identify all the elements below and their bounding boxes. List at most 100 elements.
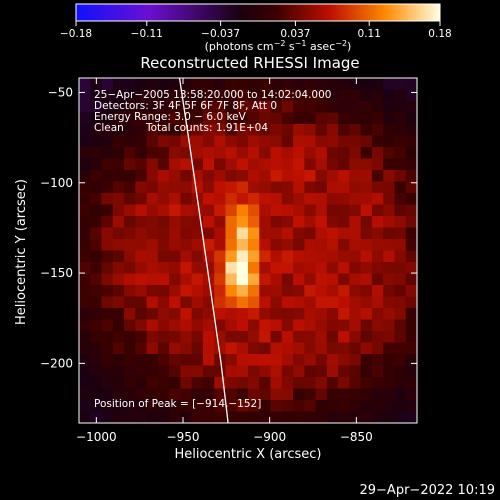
heatmap-cell bbox=[135, 204, 148, 217]
heatmap-cell bbox=[315, 78, 328, 91]
heatmap-cell bbox=[79, 273, 91, 286]
heatmap-cell bbox=[394, 227, 407, 240]
heatmap-cell bbox=[90, 250, 103, 263]
heatmap-cell bbox=[169, 285, 181, 298]
heatmap-cell bbox=[360, 147, 373, 160]
heatmap-cell bbox=[90, 101, 103, 114]
heatmap-cell bbox=[293, 158, 305, 171]
heatmap-cell bbox=[124, 400, 136, 413]
heatmap-cell bbox=[112, 262, 125, 275]
heatmap-cell bbox=[169, 89, 181, 102]
heatmap-cell bbox=[304, 227, 317, 240]
heatmap-cell bbox=[180, 377, 193, 390]
heatmap-cell bbox=[248, 285, 260, 298]
heatmap-cell bbox=[293, 89, 305, 102]
heatmap-cell bbox=[383, 273, 396, 286]
annotation-detectors: Detectors: 3F 4F 5F 6F 7F 8F, Att 0 bbox=[94, 100, 277, 112]
heatmap-cell bbox=[293, 239, 305, 252]
heatmap-cell bbox=[248, 216, 260, 229]
heatmap-cell bbox=[281, 181, 294, 194]
heatmap-cell bbox=[225, 216, 238, 229]
heatmap-cell bbox=[248, 411, 260, 423]
heatmap-cell bbox=[338, 89, 350, 102]
heatmap-cell bbox=[180, 193, 193, 206]
heatmap-cell bbox=[338, 296, 350, 309]
heatmap-cell bbox=[202, 170, 215, 183]
heatmap-cell bbox=[349, 135, 362, 148]
heatmap-cell bbox=[202, 193, 215, 206]
heatmap-cell bbox=[338, 400, 350, 413]
heatmap-cell bbox=[180, 216, 193, 229]
heatmap-cell bbox=[112, 147, 125, 160]
heatmap-cell bbox=[157, 227, 170, 240]
heatmap-cell bbox=[157, 273, 170, 286]
heatmap-cell bbox=[394, 388, 407, 401]
heatmap-cell bbox=[326, 262, 339, 275]
heatmap-cell bbox=[293, 342, 305, 355]
heatmap-cell bbox=[338, 273, 350, 286]
heatmap-cell bbox=[124, 285, 136, 298]
heatmap-cell bbox=[225, 331, 238, 344]
heatmap-cell bbox=[169, 227, 181, 240]
heatmap-cell bbox=[202, 250, 215, 263]
heatmap-cell bbox=[394, 112, 407, 125]
heatmap-cell bbox=[191, 204, 204, 217]
heatmap-cell bbox=[146, 354, 159, 367]
heatmap-cell bbox=[281, 193, 294, 206]
heatmap-cell bbox=[79, 250, 91, 263]
heatmap-cell bbox=[405, 250, 417, 263]
heatmap-cell bbox=[225, 204, 238, 217]
heatmap-cell bbox=[405, 377, 417, 390]
heatmap-cell bbox=[202, 158, 215, 171]
heatmap-cell bbox=[270, 388, 283, 401]
heatmap-cell bbox=[157, 365, 170, 378]
heatmap-cell bbox=[326, 124, 339, 137]
heatmap-cell bbox=[180, 101, 193, 114]
heatmap-cell bbox=[326, 319, 339, 332]
heatmap-cell bbox=[124, 204, 136, 217]
heatmap-cell bbox=[371, 273, 384, 286]
heatmap-cell bbox=[135, 365, 148, 378]
heatmap-cell bbox=[191, 377, 204, 390]
heatmap-cell bbox=[360, 158, 373, 171]
heatmap-cell bbox=[236, 388, 249, 401]
heatmap-cell bbox=[214, 135, 227, 148]
heatmap-cell bbox=[349, 78, 362, 91]
heatmap-cell bbox=[225, 296, 238, 309]
heatmap-cell bbox=[371, 262, 384, 275]
heatmap-cell bbox=[360, 388, 373, 401]
heatmap-cell bbox=[360, 331, 373, 344]
heatmap-cell bbox=[101, 342, 114, 355]
heatmap-cell bbox=[383, 170, 396, 183]
heatmap-cell bbox=[383, 308, 396, 321]
heatmap-cell bbox=[225, 227, 238, 240]
heatmap-cell bbox=[394, 319, 407, 332]
heatmap-cell bbox=[270, 354, 283, 367]
heatmap-cell bbox=[360, 319, 373, 332]
heatmap-cell bbox=[191, 239, 204, 252]
heatmap-cell bbox=[146, 342, 159, 355]
heatmap-cell bbox=[349, 296, 362, 309]
heatmap-cell bbox=[326, 354, 339, 367]
heatmap-cell bbox=[293, 377, 305, 390]
heatmap-cell bbox=[225, 135, 238, 148]
heatmap-cell bbox=[248, 342, 260, 355]
heatmap-cell bbox=[214, 342, 227, 355]
heatmap-cell bbox=[349, 239, 362, 252]
heatmap-cell bbox=[259, 308, 272, 321]
heatmap-cell bbox=[135, 124, 148, 137]
heatmap-cell bbox=[371, 296, 384, 309]
heatmap-cell bbox=[248, 319, 260, 332]
heatmap-cell bbox=[326, 250, 339, 263]
heatmap-cell bbox=[180, 239, 193, 252]
heatmap-cell bbox=[236, 181, 249, 194]
heatmap-cell bbox=[112, 101, 125, 114]
heatmap-cell bbox=[157, 342, 170, 355]
heatmap-cell bbox=[326, 388, 339, 401]
heatmap-cell bbox=[371, 101, 384, 114]
heatmap-cell bbox=[225, 89, 238, 102]
heatmap-cell bbox=[315, 262, 328, 275]
heatmap-cell bbox=[394, 342, 407, 355]
heatmap-cell bbox=[124, 227, 136, 240]
heatmap-cell bbox=[270, 331, 283, 344]
